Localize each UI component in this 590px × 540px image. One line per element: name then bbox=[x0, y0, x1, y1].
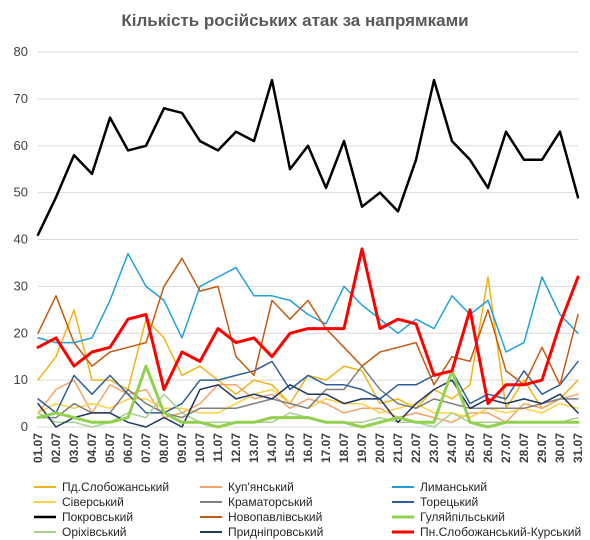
x-tick-label: 10.07 bbox=[193, 433, 207, 463]
legend-label: Новопавлівський bbox=[228, 510, 322, 524]
x-tick-label: 30.07 bbox=[553, 433, 567, 463]
x-tick-label: 20.07 bbox=[373, 433, 387, 463]
y-tick-label: 20 bbox=[14, 325, 28, 340]
legend-label: Придніпровський bbox=[228, 525, 323, 539]
legend-label: Пд.Слобожанський bbox=[62, 480, 169, 494]
chart-title: Кількість російських атак за напрямками bbox=[121, 11, 468, 30]
x-tick-label: 04.07 bbox=[85, 433, 99, 463]
x-tick-label: 28.07 bbox=[517, 433, 531, 463]
x-tick-label: 27.07 bbox=[499, 433, 513, 463]
x-tick-label: 03.07 bbox=[67, 433, 81, 463]
series-line-7 bbox=[37, 257, 579, 386]
y-tick-label: 40 bbox=[14, 232, 28, 247]
x-tick-label: 01.07 bbox=[31, 433, 45, 463]
x-tick-label: 13.07 bbox=[247, 433, 261, 463]
x-tick-label: 16.07 bbox=[301, 433, 315, 463]
legend-label: Сіверський bbox=[62, 495, 124, 509]
x-tick-label: 07.07 bbox=[139, 433, 153, 463]
series-line-8 bbox=[36, 364, 580, 429]
legend-label: Лиманський bbox=[420, 480, 487, 494]
y-tick-label: 70 bbox=[14, 91, 28, 106]
x-tick-label: 11.07 bbox=[211, 433, 225, 463]
x-tick-label: 29.07 bbox=[535, 433, 549, 463]
legend-label: Оріхівський bbox=[62, 525, 127, 539]
y-axis: 0 10 20 30 40 50 60 70 80 bbox=[14, 44, 28, 434]
x-tick-label: 09.07 bbox=[175, 433, 189, 463]
x-tick-label: 17.07 bbox=[319, 433, 333, 463]
legend-label: Покровський bbox=[62, 510, 133, 524]
x-tick-label: 26.07 bbox=[481, 433, 495, 463]
x-tick-label: 14.07 bbox=[265, 433, 279, 463]
y-tick-label: 10 bbox=[14, 372, 28, 387]
gridlines bbox=[38, 51, 578, 428]
legend-label: Куп'янський bbox=[228, 480, 294, 494]
x-tick-label: 23.07 bbox=[427, 433, 441, 463]
legend-label: Пн.Слобожанський-Курський bbox=[420, 525, 581, 539]
legend-label: Торецький bbox=[420, 495, 478, 509]
x-tick-label: 19.07 bbox=[355, 433, 369, 463]
series-line-2 bbox=[37, 252, 579, 353]
x-axis: 01.07 02.07 03.07 04.07 05.07 06.07 07.07 08.07… bbox=[31, 433, 585, 463]
y-tick-label: 0 bbox=[21, 419, 28, 434]
x-tick-label: 31.07 bbox=[571, 433, 585, 463]
legend-label: Гуляйпільський bbox=[420, 510, 505, 524]
x-tick-label: 05.07 bbox=[103, 433, 117, 463]
series-line-4 bbox=[37, 365, 579, 419]
x-tick-label: 24.07 bbox=[445, 433, 459, 463]
x-tick-label: 08.07 bbox=[157, 433, 171, 463]
x-tick-label: 12.07 bbox=[229, 433, 243, 463]
series-line-11 bbox=[36, 247, 580, 406]
x-tick-label: 15.07 bbox=[283, 433, 297, 463]
series-line-5 bbox=[37, 360, 579, 414]
series-lines bbox=[36, 78, 580, 429]
x-tick-label: 21.07 bbox=[391, 433, 405, 463]
y-tick-label: 80 bbox=[14, 44, 28, 59]
series-line-6 bbox=[36, 78, 580, 237]
x-tick-label: 25.07 bbox=[463, 433, 477, 463]
y-tick-label: 60 bbox=[14, 138, 28, 153]
x-tick-label: 18.07 bbox=[337, 433, 351, 463]
legend-label: Краматорський bbox=[228, 495, 313, 509]
legend: Пд.Слобожанський Куп'янський Лиманський Сів… bbox=[34, 480, 581, 539]
x-tick-label: 22.07 bbox=[409, 433, 423, 463]
x-tick-label: 06.07 bbox=[121, 433, 135, 463]
x-tick-label: 02.07 bbox=[49, 433, 63, 463]
y-tick-label: 50 bbox=[14, 185, 28, 200]
y-tick-label: 30 bbox=[14, 278, 28, 293]
